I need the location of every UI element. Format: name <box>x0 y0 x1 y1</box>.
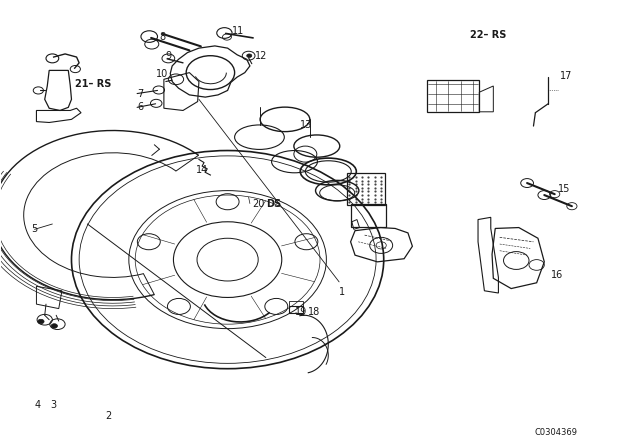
Bar <box>289 306 303 313</box>
Text: 7: 7 <box>137 89 143 99</box>
Circle shape <box>38 319 44 324</box>
Text: 11: 11 <box>232 26 244 36</box>
Text: 9: 9 <box>166 51 172 61</box>
Text: 12: 12 <box>255 51 268 61</box>
Text: 4: 4 <box>35 400 41 410</box>
Text: 16: 16 <box>551 270 564 280</box>
Text: 10: 10 <box>156 69 168 78</box>
Text: DS: DS <box>266 198 281 208</box>
Text: 20: 20 <box>252 198 264 208</box>
Circle shape <box>51 324 58 328</box>
Text: 21– RS: 21– RS <box>75 79 111 89</box>
Text: C0304369: C0304369 <box>534 428 577 437</box>
Text: 5: 5 <box>31 224 38 234</box>
Bar <box>351 204 386 227</box>
Text: 13: 13 <box>300 120 312 130</box>
Text: 15: 15 <box>558 184 571 194</box>
Text: 22– RS: 22– RS <box>470 30 506 40</box>
Text: 1: 1 <box>339 287 345 297</box>
Text: 3: 3 <box>51 400 56 410</box>
Text: 2: 2 <box>105 411 111 421</box>
Bar <box>289 302 303 306</box>
Text: 18: 18 <box>308 307 320 317</box>
Bar <box>427 80 479 112</box>
Text: 17: 17 <box>560 71 573 81</box>
Circle shape <box>246 54 252 57</box>
Text: 8: 8 <box>159 31 166 42</box>
Text: 6: 6 <box>137 102 143 112</box>
Bar <box>347 173 385 205</box>
Text: 19: 19 <box>294 307 307 317</box>
Text: 14: 14 <box>196 165 208 175</box>
